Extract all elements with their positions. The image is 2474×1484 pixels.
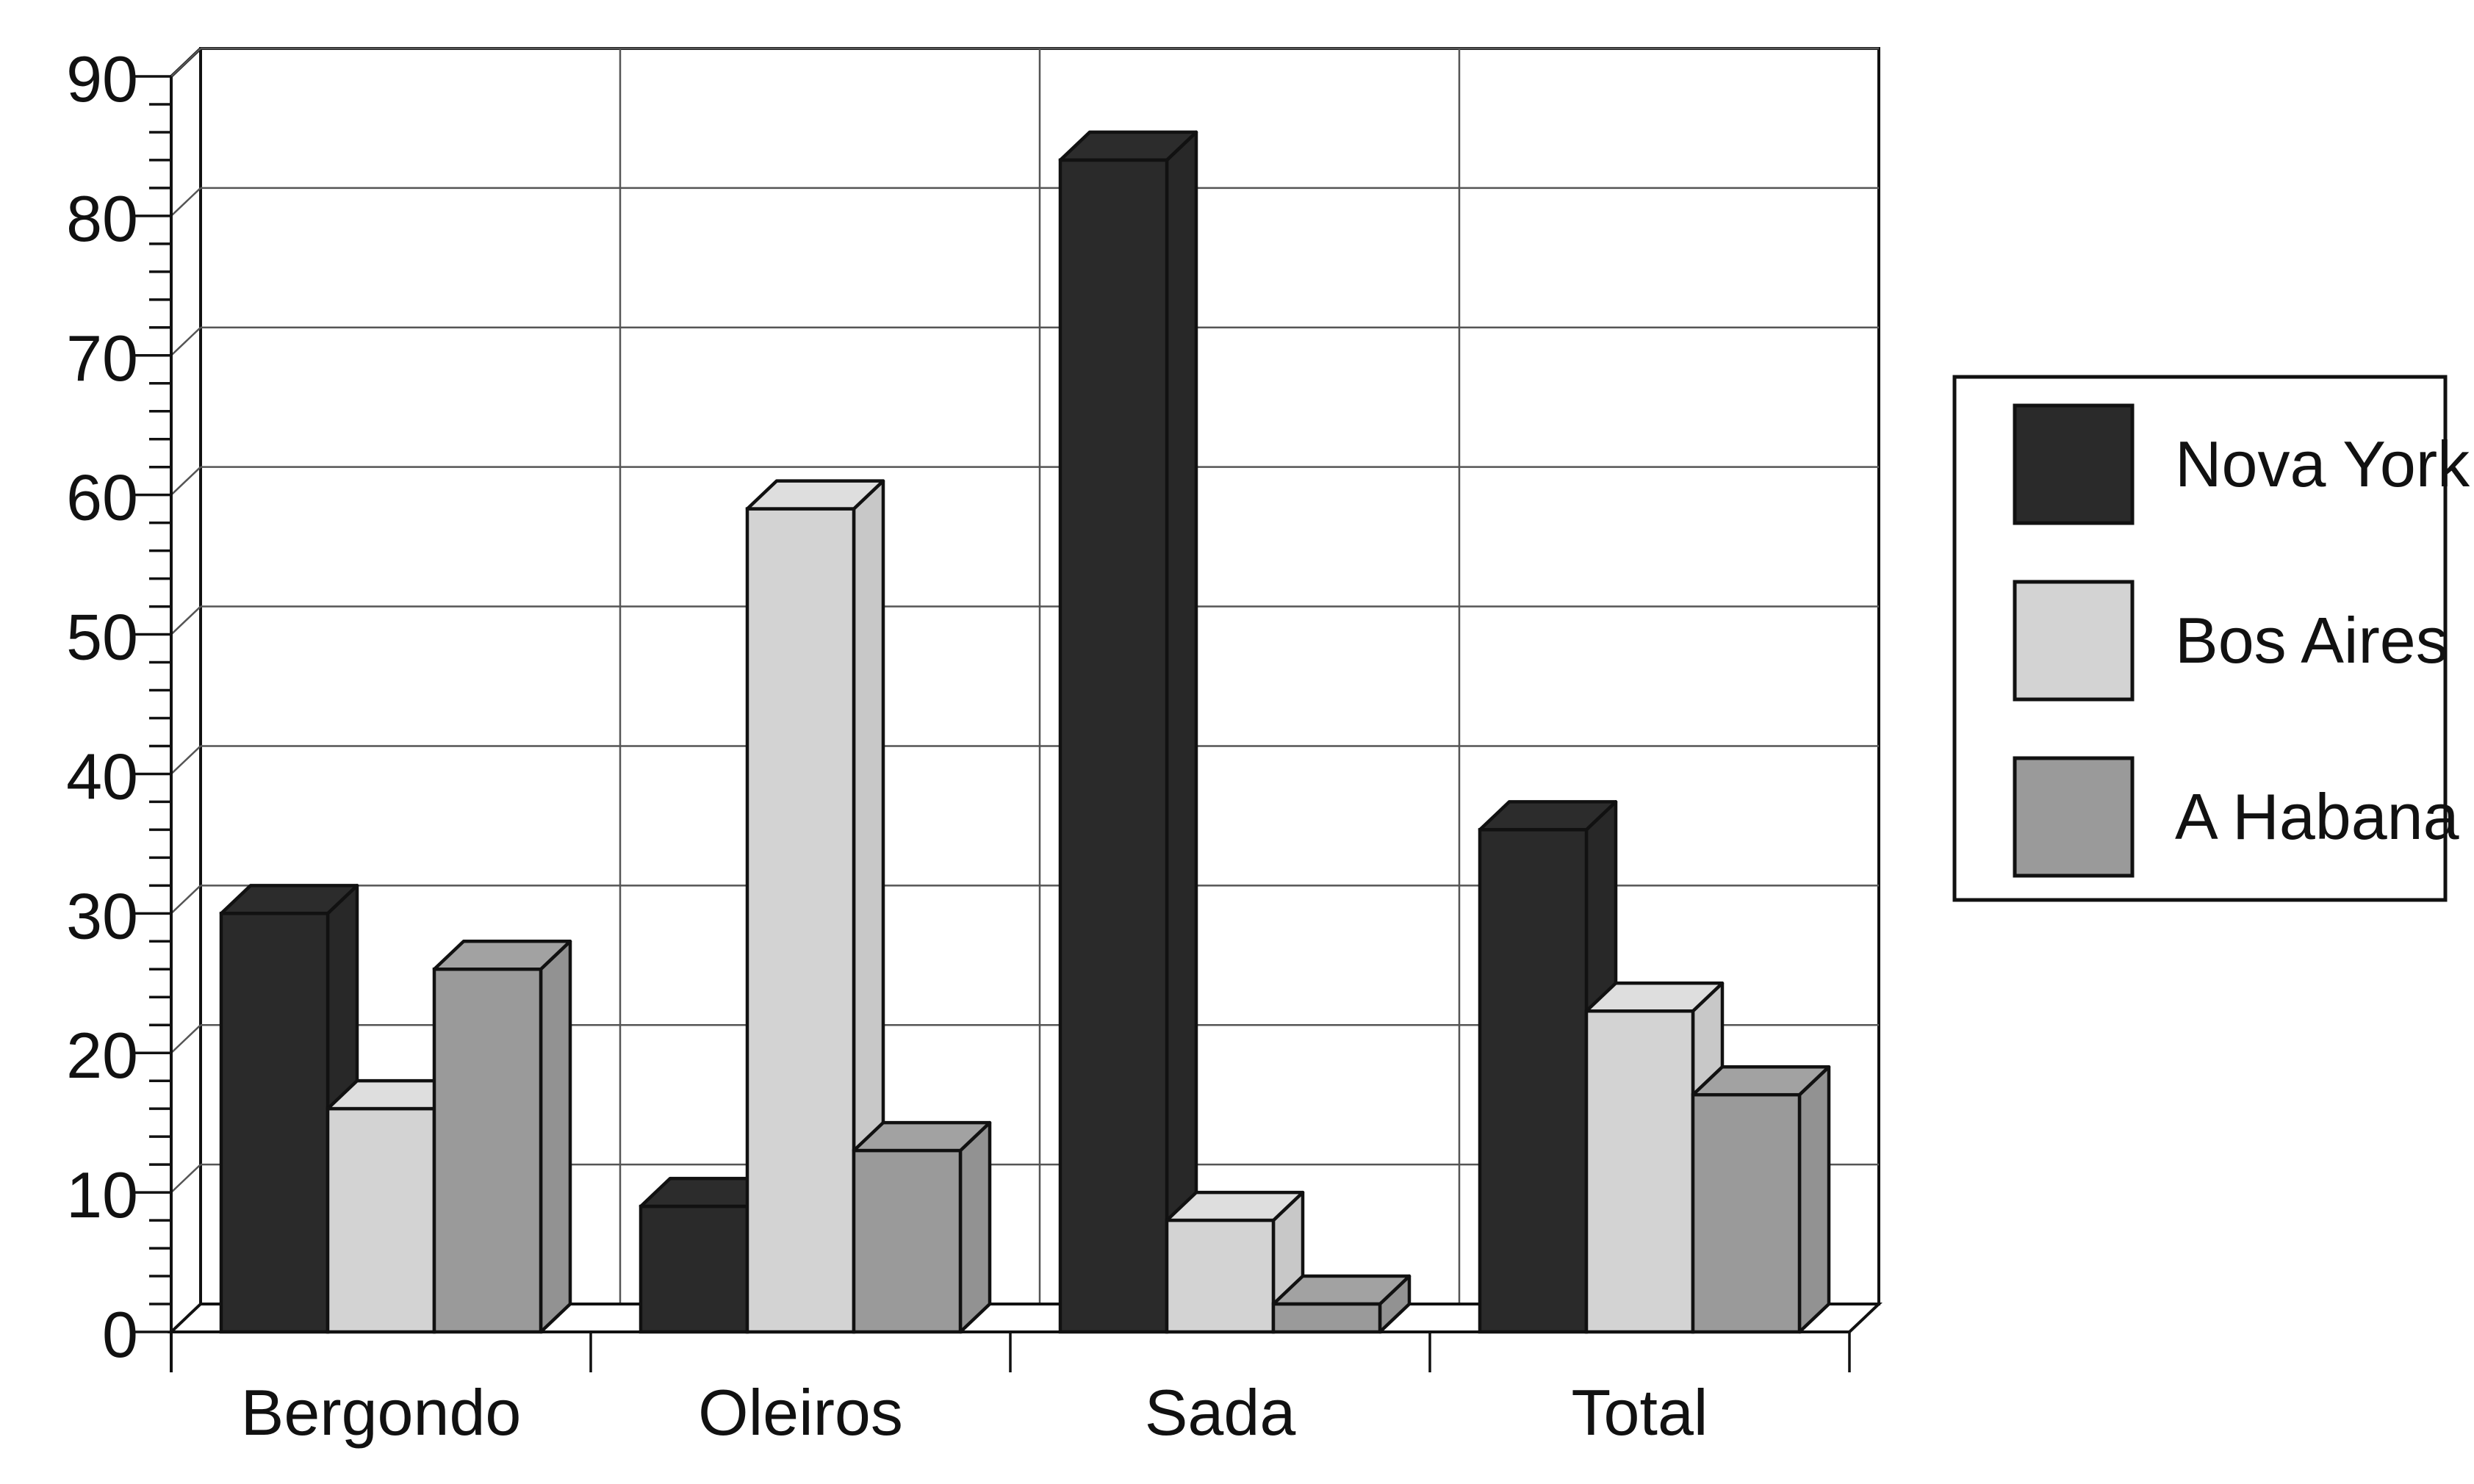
bar-front-face	[326, 1106, 436, 1334]
bar-front-face	[1271, 1302, 1382, 1334]
bar-side-face	[958, 1120, 992, 1334]
y-axis: 0 10 20 30 40 50 60 70 80 90	[66, 43, 173, 1372]
bar	[1271, 1274, 1412, 1334]
y-tick-label: 20	[66, 1019, 138, 1092]
x-axis: Bergondo Oleiros Sada Total	[170, 1332, 1851, 1449]
y-tick-label: 70	[66, 322, 138, 395]
gridline-side-diagonal	[170, 745, 201, 775]
x-tick-label: Bergondo	[241, 1376, 522, 1449]
y-tick-label: 60	[66, 461, 138, 534]
gridline-side-diagonal	[170, 1024, 201, 1054]
bar-front-face	[219, 912, 330, 1334]
legend-label: Nova York	[2175, 428, 2470, 500]
y-tick-label: 10	[66, 1159, 138, 1231]
y-tick-label: 0	[102, 1298, 138, 1371]
bar-side-face	[1797, 1065, 1831, 1334]
y-tick-label: 90	[66, 43, 138, 115]
bar-front-face	[639, 1204, 749, 1334]
y-tick-label: 30	[66, 879, 138, 952]
legend-label: A Habana	[2175, 780, 2459, 853]
legend: Nova York Bos Aires A Habana	[1952, 375, 2470, 902]
legend-swatch	[2013, 580, 2135, 702]
bar	[852, 1120, 992, 1334]
bar	[219, 884, 359, 1334]
bar	[745, 479, 885, 1334]
bar-front-face	[745, 507, 856, 1334]
x-tick-label: Sada	[1145, 1376, 1296, 1449]
gridline-side-diagonal	[170, 187, 201, 217]
gridline-side-diagonal	[170, 885, 201, 915]
bars	[219, 130, 1831, 1334]
y-tick-label: 80	[66, 182, 138, 255]
bar-front-face	[852, 1148, 963, 1334]
legend-swatch	[2013, 756, 2135, 878]
bar-front-face	[1058, 158, 1169, 1334]
legend-swatch	[2013, 403, 2135, 525]
bar-side-face	[1165, 130, 1198, 1334]
bar-front-face	[1584, 1009, 1695, 1334]
x-tick-label: Oleiros	[698, 1376, 903, 1449]
x-tick-label: Total	[1572, 1376, 1708, 1449]
bar-front-face	[1165, 1218, 1276, 1334]
bar-front-face	[1478, 828, 1589, 1334]
bar	[1691, 1065, 1831, 1334]
gridline-side-diagonal	[170, 48, 201, 77]
legend-label: Bos Aires	[2175, 604, 2448, 677]
bar-front-face	[432, 968, 543, 1334]
bar	[1058, 130, 1198, 1334]
gridline-side-diagonal	[170, 605, 201, 635]
gridline-side-diagonal	[170, 326, 201, 356]
gridline-side-diagonal	[170, 1164, 201, 1194]
gridline-side-diagonal	[170, 466, 201, 496]
y-tick-label: 50	[66, 601, 138, 674]
bar-side-face	[539, 940, 572, 1334]
bar-front-face	[1691, 1092, 1802, 1334]
bar	[432, 940, 572, 1334]
y-tick-label: 40	[66, 740, 138, 813]
